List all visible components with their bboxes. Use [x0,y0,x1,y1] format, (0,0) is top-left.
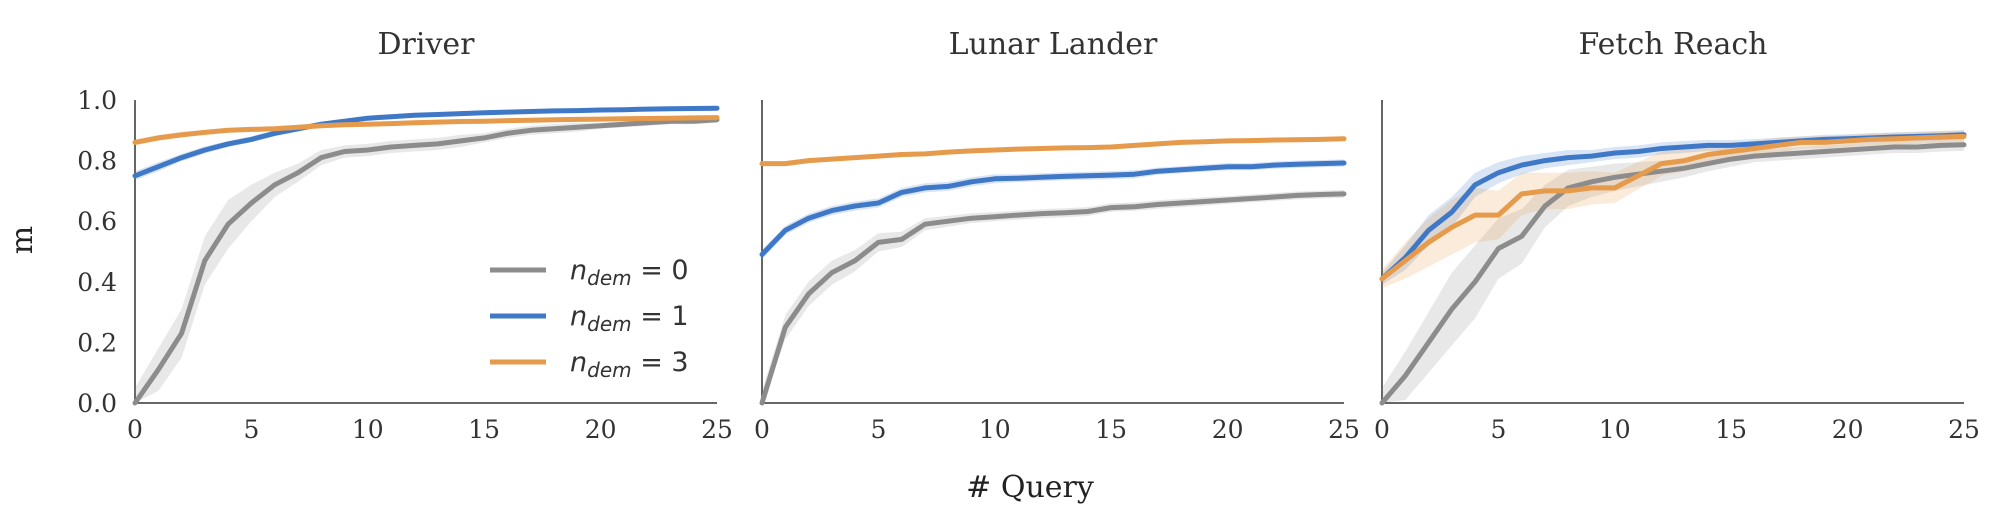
legend-entry: ndem = 3 [490,347,689,382]
x-tick-label: 0 [1374,415,1390,444]
x-tick-label: 5 [1490,415,1506,444]
y-axis-label: m [5,226,40,254]
series-band [135,116,717,403]
y-tick-label: 0.0 [77,389,117,418]
x-tick-label: 15 [1715,415,1747,444]
y-tick-label: 0.4 [77,268,117,297]
y-tick-label: 0.2 [77,328,117,357]
series-band [1382,138,1964,404]
x-tick-label: 25 [701,415,733,444]
x-tick-label: 5 [243,415,259,444]
x-tick-label: 25 [1948,415,1980,444]
panel-2: Lunar Lander 0 5 10 15 20 25 [754,27,1360,444]
x-tick-label: 0 [754,415,770,444]
legend-label: ndem = 3 [570,347,689,382]
x-tick-label: 5 [870,415,886,444]
legend-entry: ndem = 0 [490,255,689,290]
panels-group: Driver 0 5 10 15 20 25 0.0 0.2 0.4 0.6 0.8 1.0 Lunar … [77,27,1980,444]
series-line [759,160,1347,257]
x-axis-label: # Query [966,470,1094,505]
legend-label: ndem = 1 [570,301,689,336]
panel-title: Driver [377,27,475,62]
series-line [1379,133,1967,282]
series-line [1379,142,1967,406]
legend-entry: ndem = 1 [490,301,689,336]
series-line [132,117,720,406]
x-tick-label: 25 [1328,415,1360,444]
series-band [1382,130,1964,285]
x-tick-label: 20 [585,415,617,444]
x-tick-label: 15 [1095,415,1127,444]
x-tick-label: 10 [1599,415,1631,444]
x-tick-label: 10 [979,415,1011,444]
legend-label: ndem = 0 [570,255,689,290]
y-tick-label: 1.0 [77,86,117,115]
series-line [759,191,1347,406]
x-tick-label: 10 [352,415,384,444]
panel-3: Fetch Reach 0 5 10 15 20 25 [1374,27,1980,444]
series-band [762,190,1344,403]
panel-title: Fetch Reach [1579,27,1768,62]
y-tick-label: 0.8 [77,147,117,176]
x-tick-label: 20 [1212,415,1244,444]
x-tick-label: 15 [468,415,500,444]
x-tick-label: 0 [127,415,143,444]
x-tick-label: 20 [1832,415,1864,444]
series-line [759,136,1347,167]
series-line [132,105,720,179]
panel-1: Driver 0 5 10 15 20 25 0.0 0.2 0.4 0.6 0.8 1.0 [77,27,733,444]
legend: ndem = 0 ndem = 1 ndem = 3 [490,255,689,382]
y-tick-label: 0.6 [77,207,117,236]
series-line [132,115,720,145]
panel-title: Lunar Lander [949,27,1158,62]
